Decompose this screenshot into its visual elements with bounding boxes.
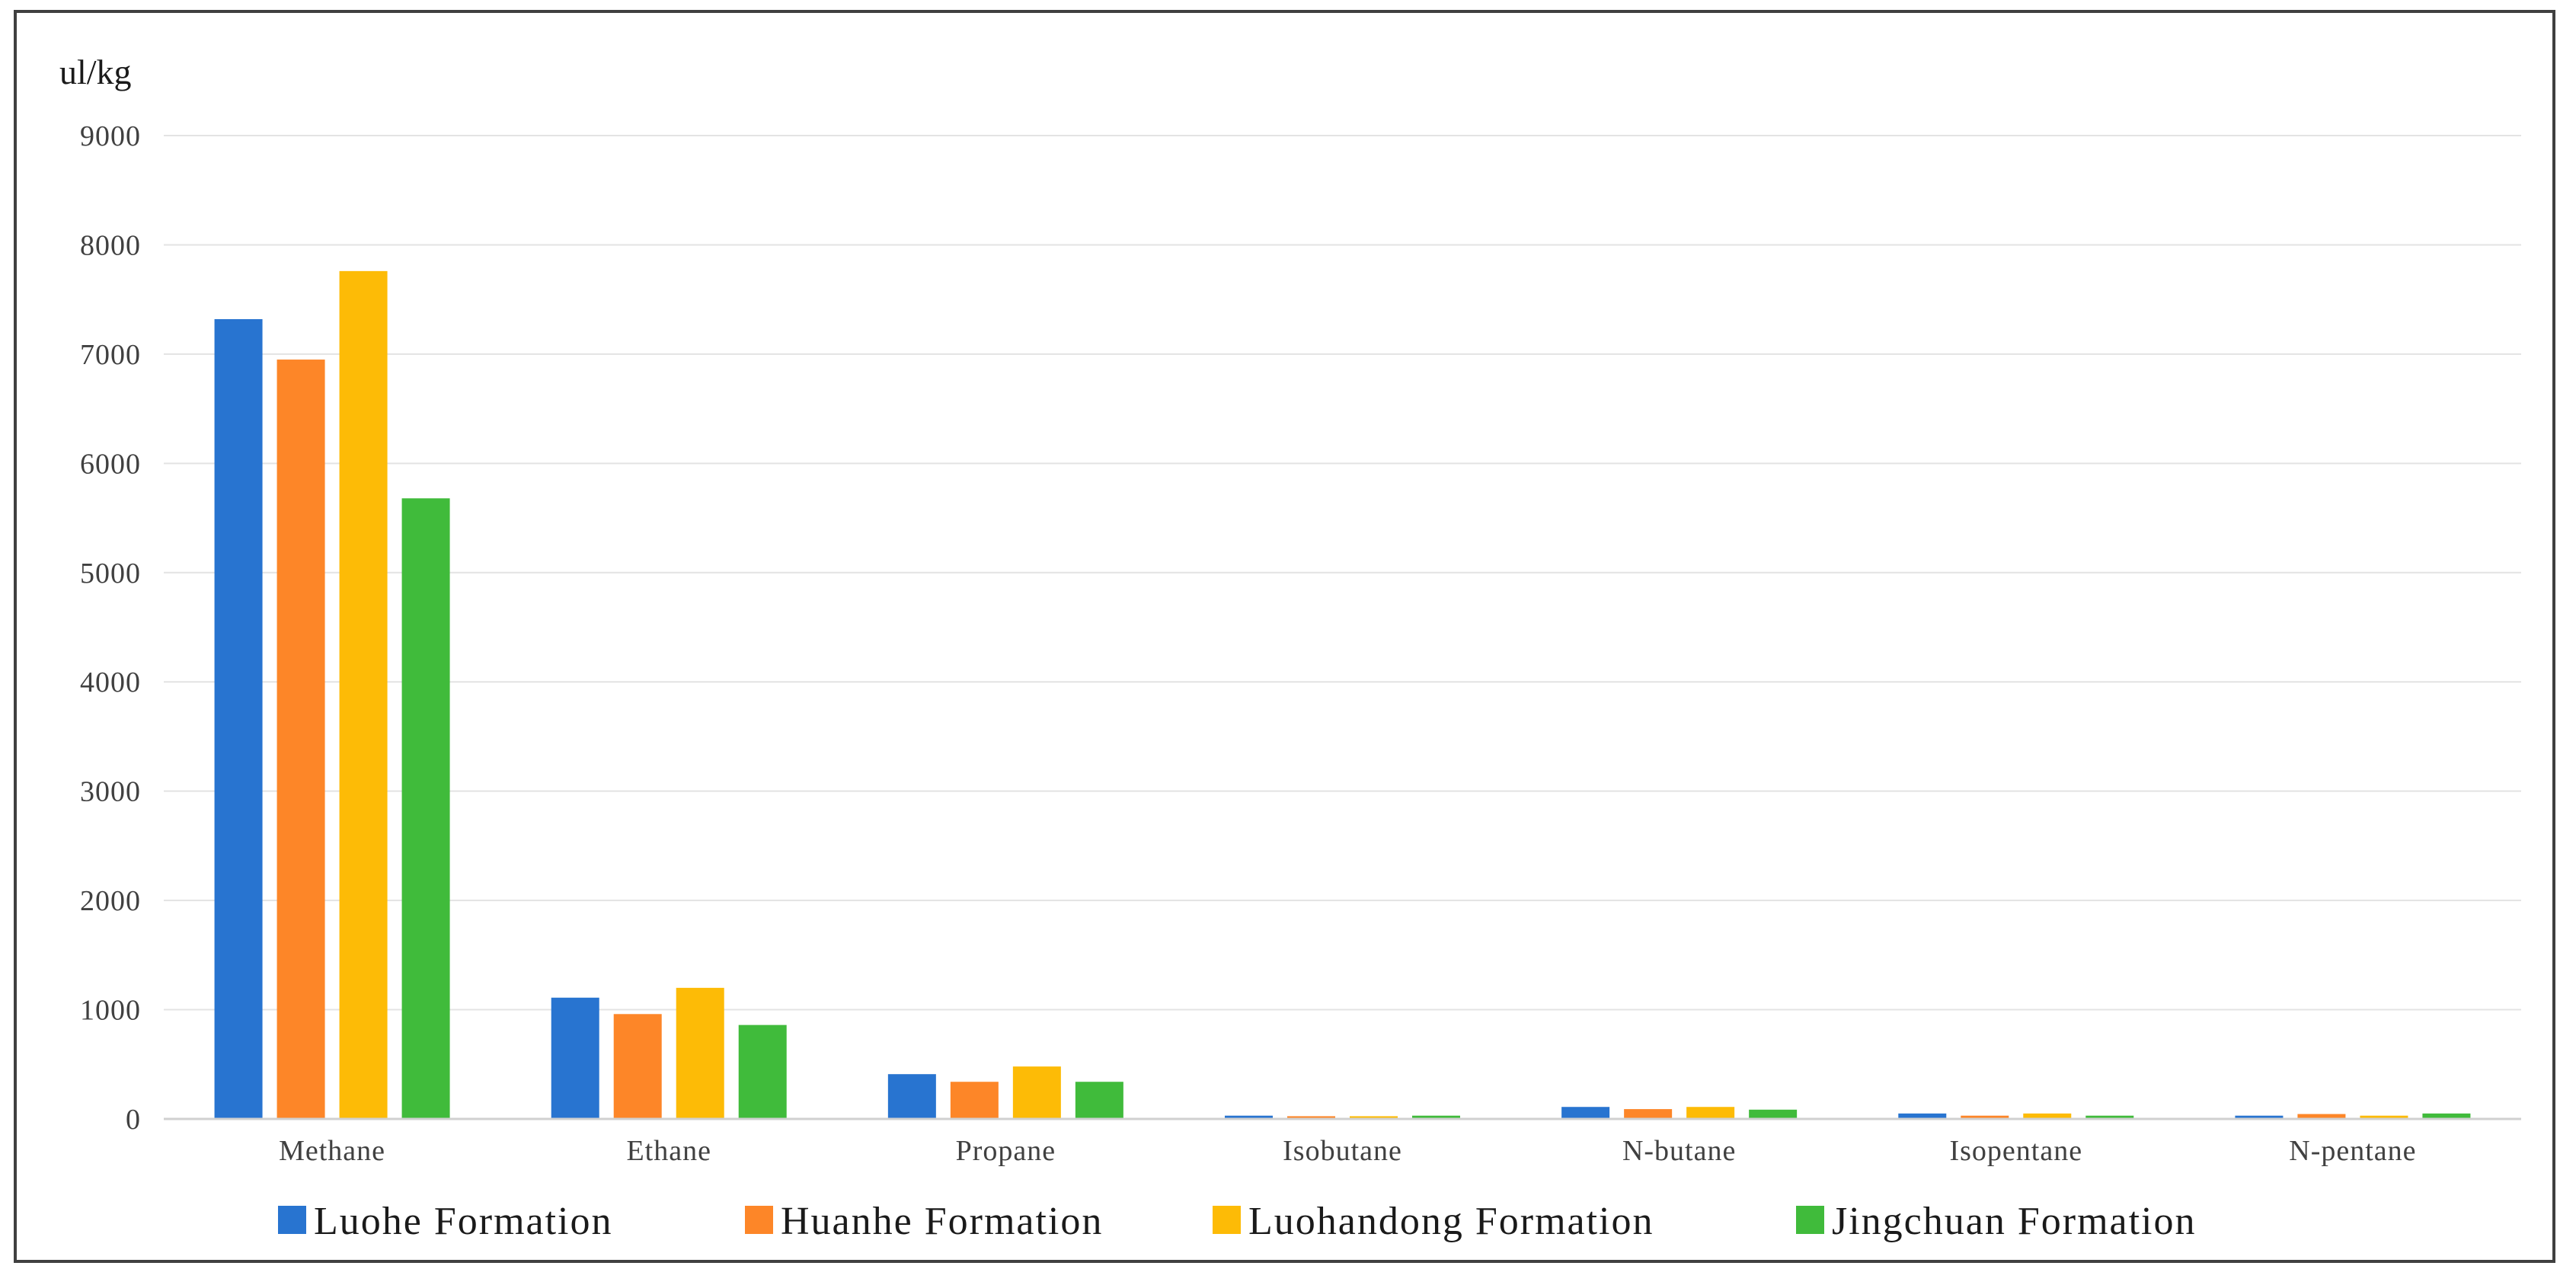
bar <box>676 987 724 1119</box>
bar <box>1686 1107 1735 1119</box>
bar <box>738 1024 787 1119</box>
x-tick-label: N-butane <box>1622 1135 1736 1167</box>
bar <box>613 1014 662 1119</box>
bar <box>1561 1107 1610 1119</box>
bar <box>2023 1113 2072 1119</box>
legend-swatch <box>1213 1206 1241 1234</box>
y-tick-label: 7000 <box>80 339 141 371</box>
legend-label: Huanhe Formation <box>781 1200 1103 1243</box>
y-tick-label: 8000 <box>80 229 141 261</box>
bar <box>1287 1116 1335 1119</box>
x-tick-label: Methane <box>279 1135 385 1167</box>
legend: Luohe Formation Huanhe Formation Luohandon… <box>278 1200 2197 1243</box>
bar <box>1412 1115 1460 1119</box>
bar <box>1961 1115 2009 1119</box>
bar <box>2085 1115 2134 1119</box>
y-tick-label: 2000 <box>80 885 141 917</box>
legend-item: Jingchuan Formation <box>1796 1200 2197 1243</box>
bar <box>887 1074 936 1119</box>
y-tick-label: 1000 <box>80 995 141 1027</box>
bar <box>551 997 599 1119</box>
y-axis-unit-label: ul/kg <box>59 53 132 91</box>
bar <box>1749 1109 1798 1119</box>
x-tick-label: Isopentane <box>1949 1135 2082 1167</box>
bars <box>214 270 2471 1120</box>
x-tick-label: Isobutane <box>1283 1135 1402 1167</box>
bar <box>339 270 388 1120</box>
y-tick-label: 0 <box>126 1104 141 1136</box>
y-tick-label: 5000 <box>80 558 141 590</box>
legend-label: Luohe Formation <box>314 1200 613 1243</box>
x-tick-label: Ethane <box>626 1135 711 1167</box>
bar <box>1898 1113 1947 1119</box>
legend-swatch <box>278 1206 306 1234</box>
x-tick-label: N-pentane <box>2289 1135 2416 1167</box>
bar <box>401 498 450 1119</box>
bar <box>2235 1115 2284 1119</box>
legend-item: Luohandong Formation <box>1213 1200 1654 1243</box>
y-tick-label: 9000 <box>80 120 141 152</box>
legend-swatch <box>745 1206 773 1234</box>
legend-item: Huanhe Formation <box>745 1200 1103 1243</box>
bar <box>1225 1115 1273 1119</box>
x-tick-label: Propane <box>956 1135 1056 1167</box>
bar <box>1012 1066 1061 1119</box>
bar <box>2360 1115 2408 1119</box>
bar <box>276 360 325 1119</box>
x-axis-ticks: Methane Ethane Propane Isobutane N-butane Iso… <box>279 1135 2416 1167</box>
y-axis-ticks: 0 1000 2000 3000 4000 5000 6000 7000 8000 9000 <box>80 120 141 1136</box>
bar <box>1075 1082 1123 1119</box>
bar <box>2297 1114 2346 1119</box>
gridlines <box>164 135 2521 1011</box>
y-tick-label: 6000 <box>80 448 141 480</box>
legend-label: Luohandong Formation <box>1248 1200 1654 1243</box>
legend-swatch <box>1796 1206 1824 1234</box>
legend-item: Luohe Formation <box>278 1200 613 1243</box>
bar <box>1624 1109 1673 1119</box>
y-tick-label: 4000 <box>80 666 141 698</box>
bar <box>1350 1116 1398 1119</box>
bar <box>2422 1113 2471 1119</box>
bar <box>214 318 263 1119</box>
y-tick-label: 3000 <box>80 776 141 808</box>
legend-label: Jingchuan Formation <box>1832 1200 2197 1243</box>
bar <box>950 1082 999 1119</box>
